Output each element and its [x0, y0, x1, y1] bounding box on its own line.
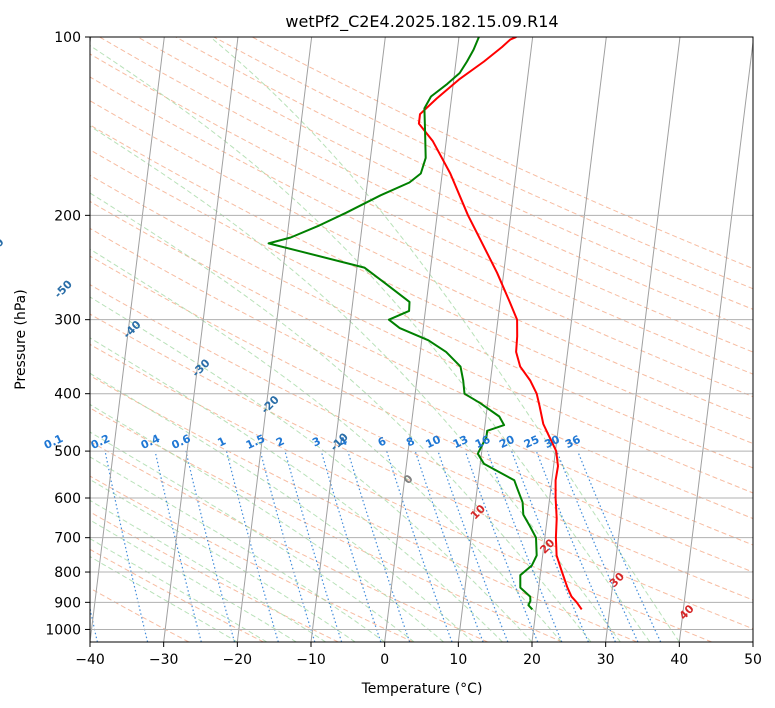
dry-adiabat-line [90, 76, 753, 398]
dry-adiabat-line [90, 100, 753, 421]
dry-adiabat-line [90, 375, 638, 642]
dry-adiabat-line [90, 511, 339, 642]
mixing-ratio-line [320, 450, 382, 642]
moist-adiabat-line [90, 519, 297, 642]
isotherm-line [90, 37, 165, 642]
isotherm-line [678, 38, 753, 642]
mixing-ratio-line [104, 450, 149, 642]
moist-adiabat-line [90, 556, 238, 642]
mixing-ratio-line [284, 450, 343, 642]
x-tick-label: 30 [597, 652, 615, 668]
x-axis-title: Temperature (°C) [361, 681, 483, 697]
y-tick-label: 300 [54, 313, 81, 329]
x-tick-label: 40 [670, 652, 688, 668]
y-tick-label: 200 [54, 208, 81, 224]
dry-adiabat-line [90, 343, 712, 642]
moist-adiabat-line [90, 479, 356, 642]
y-tick-label: 600 [54, 491, 81, 507]
moist-adiabat-line [90, 456, 385, 642]
x-tick-label: 50 [744, 652, 762, 668]
moist-adiabat-line [209, 37, 680, 642]
mixing-ratio-line [386, 450, 453, 642]
x-tick-label: 10 [449, 652, 467, 668]
y-tick-label: 700 [54, 531, 81, 547]
dry-adiabat-line [90, 227, 753, 546]
moist-adiabat-line [90, 248, 562, 642]
moist-adiabat-line [90, 337, 503, 642]
moist-adiabat-line [90, 192, 592, 642]
moist-adiabat-line [90, 125, 621, 642]
isotherm-line [531, 37, 607, 642]
chart-title: wetPf2_C2E4.2025.182.15.09.R14 [285, 12, 558, 32]
mixing-ratio-label: 36 [563, 433, 583, 451]
dry-adiabat-line [90, 174, 753, 494]
mixing-ratio-label: 30 [542, 433, 562, 451]
x-tick-label: 0 [380, 652, 389, 668]
mixing-ratio-label: 20 [497, 433, 517, 451]
isotherm-line [236, 37, 313, 642]
dry-adiabat-line [90, 440, 488, 642]
mixing-ratio-line [154, 450, 202, 642]
dry-adiabat-line [90, 475, 414, 642]
isotherm-line [605, 37, 681, 642]
mixing-ratio-label: 13 [451, 433, 470, 451]
moist-adiabat-line [90, 403, 444, 642]
mixing-ratio-label: 10 [424, 433, 444, 451]
dry-adiabat-line [99, 37, 753, 353]
moist-adiabat-line [90, 372, 474, 642]
dewpoint-profile-line [267, 37, 538, 611]
data-lines [267, 37, 583, 611]
mixing-ratio-line [347, 450, 411, 642]
dry-adiabat-line [175, 37, 753, 310]
x-tick-label: −30 [149, 652, 179, 668]
mixing-ratio-line [414, 450, 484, 642]
dry-adiabat-line [90, 124, 753, 445]
dry-adiabat-line [137, 37, 753, 331]
plot-frame [89, 36, 754, 643]
x-tick-label: −10 [296, 652, 326, 668]
mixing-ratio-line [556, 450, 639, 642]
y-axis-title: Pressure (hPa) [13, 289, 29, 389]
x-tick-label: 20 [523, 652, 541, 668]
y-tick-label: 100 [54, 30, 81, 46]
moist-adiabat-line [90, 45, 651, 642]
y-tick-label: 1000 [45, 622, 81, 638]
y-tick-label: 800 [54, 565, 81, 581]
x-tick-label: −40 [75, 652, 105, 668]
isotherm-line [384, 37, 460, 642]
mixing-ratio-line [259, 450, 316, 642]
mixing-ratio-line [185, 450, 236, 642]
mixing-ratio-line [535, 450, 616, 642]
dry-adiabat-line [90, 284, 753, 601]
isotherm-line [457, 37, 534, 642]
dry-adiabat-line [90, 53, 753, 375]
axes: −40 −30 −20 −10 0 10 20 30 40 50 100 200 300 400 500 60… [45, 30, 762, 668]
background-lines [90, 37, 753, 642]
isotherm-line [310, 37, 386, 642]
dry-adiabat-line [90, 407, 563, 642]
y-tick-label: 900 [54, 595, 81, 611]
moist-adiabat-line [90, 538, 268, 642]
dry-adiabat-line [90, 149, 753, 469]
mixing-ratio-label: 16 [473, 433, 493, 451]
dry-adiabat-line [251, 37, 753, 270]
temperature-profile-line [417, 37, 583, 610]
x-tick-label: −20 [223, 652, 253, 668]
mixing-ratio-label: 25 [522, 433, 541, 451]
isotherm-label: -60 [0, 235, 7, 258]
y-tick-label: 400 [54, 387, 81, 403]
y-tick-label: 500 [54, 444, 81, 460]
isotherm-line [163, 37, 239, 642]
mixing-ratio-line [225, 450, 279, 642]
